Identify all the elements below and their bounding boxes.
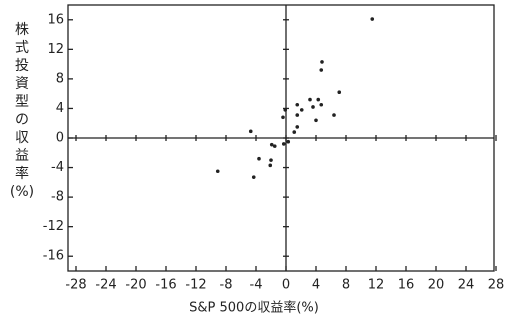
point	[269, 158, 273, 162]
x-tick-label: 24	[458, 278, 475, 293]
point	[319, 102, 324, 107]
y-axis-label: 型	[15, 94, 29, 110]
y-axis-label: 式	[15, 40, 29, 56]
point	[320, 60, 324, 64]
point	[319, 68, 324, 72]
point	[295, 125, 300, 129]
x-tick-label: -20	[125, 278, 146, 293]
x-tick-label: 12	[368, 278, 385, 293]
x-tick-label: 28	[488, 278, 505, 293]
y-tick-label: -12	[43, 219, 64, 234]
point	[281, 115, 285, 120]
point	[215, 169, 220, 174]
y-tick-label: 16	[47, 12, 64, 27]
point	[370, 17, 375, 21]
y-tick-label: -16	[43, 249, 64, 264]
y-axis-label: 投	[15, 58, 29, 74]
point	[251, 175, 256, 179]
y-tick-label: -8	[51, 190, 64, 205]
point	[314, 118, 318, 123]
y-tick-label: 0	[56, 131, 64, 146]
x-tick-label: 0	[282, 278, 290, 293]
x-tick-label: -8	[220, 278, 233, 293]
point	[295, 102, 300, 107]
point	[308, 97, 312, 102]
x-axis-label: S&P 500の収益率(%)	[189, 300, 319, 316]
y-axis-label: 益	[15, 148, 29, 164]
point	[283, 108, 288, 112]
point	[257, 156, 261, 161]
x-tick-label: -16	[155, 278, 176, 293]
y-axis-label: 収	[15, 130, 29, 146]
y-axis-label: の	[15, 112, 29, 128]
x-tick-label: 4	[312, 278, 320, 293]
x-tick-label: -12	[185, 278, 206, 293]
x-tick-label: 8	[342, 278, 350, 293]
point	[281, 142, 286, 146]
x-tick-label: -24	[95, 278, 116, 293]
point	[332, 113, 336, 117]
x-tick-label: 16	[398, 278, 415, 293]
point	[337, 90, 342, 94]
point	[292, 130, 297, 134]
y-tick-label: 12	[47, 42, 64, 57]
point	[311, 105, 315, 109]
point	[269, 142, 274, 147]
point	[299, 108, 304, 112]
y-axis-label: (%)	[10, 184, 34, 200]
point	[316, 97, 321, 102]
x-tick-label: 20	[428, 278, 445, 293]
y-axis-label: 資	[15, 76, 29, 92]
y-axis-label: 株	[15, 22, 29, 38]
point	[286, 139, 291, 144]
point	[248, 129, 253, 134]
y-tick-label: -4	[51, 160, 64, 175]
y-axis-label: 率	[15, 165, 29, 182]
x-tick-label: -4	[250, 278, 263, 293]
point	[295, 113, 300, 117]
y-tick-label: 4	[56, 101, 64, 116]
point	[268, 163, 273, 168]
x-tick-label: -28	[65, 278, 86, 293]
point	[272, 144, 277, 148]
y-tick-label: 8	[56, 71, 64, 86]
